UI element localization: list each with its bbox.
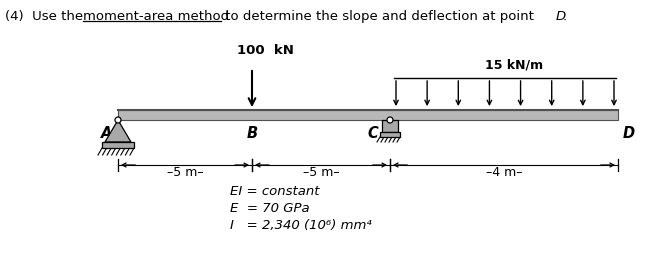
Bar [102,142,134,148]
Text: –5 m–: –5 m– [303,166,339,179]
Text: D: D [556,10,566,23]
Text: E  = 70 GPa: E = 70 GPa [230,202,309,215]
Polygon shape [105,120,131,142]
Text: I   = 2,340 (10⁶) mm⁴: I = 2,340 (10⁶) mm⁴ [230,219,371,232]
Text: moment-area method: moment-area method [83,10,229,23]
Bar [382,120,398,132]
Text: B: B [247,126,258,141]
Bar [380,132,400,137]
Text: 100  kN: 100 kN [237,44,294,57]
Text: .: . [563,10,567,23]
Text: 15 kN/m: 15 kN/m [485,59,543,72]
Bar [118,110,618,120]
Circle shape [115,117,121,123]
Text: –4 m–: –4 m– [486,166,522,179]
Text: EI = constant: EI = constant [230,185,319,198]
Text: to determine the slope and deflection at point: to determine the slope and deflection at… [221,10,538,23]
Text: D: D [623,126,635,141]
Text: C: C [368,126,378,141]
Circle shape [387,117,393,123]
Text: (4)  Use the: (4) Use the [5,10,87,23]
Text: A: A [100,126,112,141]
Text: –5 m–: –5 m– [167,166,204,179]
